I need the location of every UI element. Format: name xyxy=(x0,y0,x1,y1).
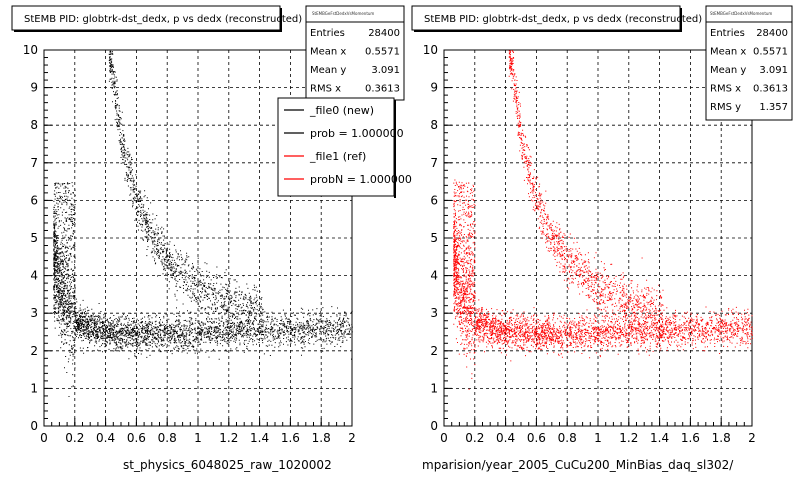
stats-label: RMS x xyxy=(310,84,341,95)
left-title-box xyxy=(11,5,281,31)
stats-value: 3.091 xyxy=(371,65,400,76)
x-tick-label: 2 xyxy=(348,431,356,445)
left-legend-shadow xyxy=(394,100,396,198)
y-tick-label: 6 xyxy=(430,193,438,207)
y-tick-label: 2 xyxy=(30,344,38,358)
right-title-shadow-side xyxy=(680,8,682,32)
x-tick-label: 0.4 xyxy=(496,431,515,445)
legend-label: probN = 1.000000 xyxy=(310,173,412,186)
x-tick-label: 1.8 xyxy=(712,431,731,445)
x-tick-label: 0.4 xyxy=(96,431,115,445)
stats-value: 28400 xyxy=(368,28,400,39)
y-tick-label: 0 xyxy=(430,419,438,433)
x-tick-label: 1.4 xyxy=(650,431,669,445)
stats-value: 0.5571 xyxy=(365,47,400,58)
stats-label: Mean y xyxy=(310,65,346,76)
y-tick-label: 0 xyxy=(30,419,38,433)
stats-value: 1.357 xyxy=(759,102,788,113)
x-tick-label: 1 xyxy=(194,431,202,445)
x-tick-label: 0.6 xyxy=(127,431,146,445)
x-tick-label: 0.8 xyxy=(158,431,177,445)
y-tick-label: 2 xyxy=(430,344,438,358)
left-stats-header: StEMBGeFstDedxVsMomentum xyxy=(312,11,374,16)
legend-label: _file0 (new) xyxy=(309,104,374,117)
x-tick-label: 0.6 xyxy=(527,431,546,445)
y-tick-label: 10 xyxy=(423,43,438,57)
y-tick-label: 1 xyxy=(30,381,38,395)
right-grid xyxy=(444,50,752,426)
stats-label: Entries xyxy=(310,28,345,39)
right-stats-rows: Entries 28400 Mean x 0.5571 Mean y 3.091 RMS x… xyxy=(710,28,788,113)
y-tick-label: 5 xyxy=(30,231,38,245)
y-tick-label: 8 xyxy=(30,118,38,132)
y-tick-label: 4 xyxy=(430,269,438,283)
y-tick-label: 7 xyxy=(30,156,38,170)
right-histogram-panel: 0 0.2 0.4 0.6 0.8 1 1.2 1.4 1.6 1.8 2012345678910 … xyxy=(411,5,793,472)
x-tick-label: 0 xyxy=(40,431,48,445)
left-title-shadow-side xyxy=(280,8,282,32)
stats-label: Entries xyxy=(710,28,745,39)
y-tick-label: 3 xyxy=(30,306,38,320)
left-histogram-panel: 0 0.2 0.4 0.6 0.8 1 1.2 1.4 1.6 1.8 2012345678910 … xyxy=(11,5,412,472)
stats-value: 0.5571 xyxy=(753,47,788,58)
right-x-axis-title: mparision/year_2005_CuCu200_MinBias_daq_… xyxy=(422,458,734,472)
left-title: StEMB PID: globtrk-dst_dedx, p vs dedx (… xyxy=(24,14,302,25)
right-stats-header: StEMBGeFstDedxVsMomentum xyxy=(710,11,772,16)
left-x-axis-title: st_physics_6048025_raw_1020002 xyxy=(123,458,332,472)
stats-value: 0.3613 xyxy=(365,84,400,95)
stats-label: Mean x xyxy=(310,47,346,58)
stats-label: RMS y xyxy=(710,102,741,113)
y-tick-label: 3 xyxy=(430,306,438,320)
left-legend-box xyxy=(277,97,395,197)
x-tick-label: 1.4 xyxy=(250,431,269,445)
y-tick-label: 9 xyxy=(430,81,438,95)
x-tick-label: 2 xyxy=(748,431,756,445)
x-tick-label: 0.8 xyxy=(558,431,577,445)
x-tick-label: 1.6 xyxy=(281,431,300,445)
right-title-shadow xyxy=(414,30,682,32)
y-tick-label: 1 xyxy=(430,381,438,395)
x-tick-label: 1.2 xyxy=(619,431,638,445)
right-axis-ticks: 0 0.2 0.4 0.6 0.8 1 1.2 1.4 1.6 1.8 2 0 1 2 3 4 5 6 7 8 9 10 xyxy=(423,43,756,445)
y-tick-label: 5 xyxy=(430,231,438,245)
stats-value: 3.091 xyxy=(759,65,788,76)
right-title: StEMB PID: globtrk-dst_dedx, p vs dedx (… xyxy=(424,14,702,25)
legend-label: _file1 (ref) xyxy=(309,150,366,163)
stats-value: 28400 xyxy=(756,28,788,39)
legend-label: prob = 1.000000 xyxy=(310,127,404,140)
stats-label: Mean x xyxy=(710,47,746,58)
y-tick-label: 10 xyxy=(23,43,38,57)
y-tick-label: 7 xyxy=(430,156,438,170)
y-tick-label: 8 xyxy=(430,118,438,132)
x-tick-label: 1.6 xyxy=(681,431,700,445)
stats-label: Mean y xyxy=(710,65,746,76)
stats-value: 0.3613 xyxy=(753,84,788,95)
y-tick-label: 6 xyxy=(30,193,38,207)
x-tick-label: 0.2 xyxy=(465,431,484,445)
x-tick-label: 1.2 xyxy=(219,431,238,445)
left-axis-ticks: 0 0.2 0.4 0.6 0.8 1 1.2 1.4 1.6 1.8 2 0 1 2 3 4 5 6 7 8 9 10 xyxy=(23,43,356,445)
left-legend-entries: _file0 (new) prob = 1.000000 _file1 (ref) p… xyxy=(284,104,412,186)
x-tick-label: 0 xyxy=(440,431,448,445)
y-tick-label: 4 xyxy=(30,269,38,283)
x-tick-label: 0.2 xyxy=(65,431,84,445)
left-title-shadow xyxy=(14,30,282,32)
left-stats-rows: Entries 28400 Mean x 0.5571 Mean y 3.091 RMS x… xyxy=(310,28,400,95)
right-stats-box xyxy=(705,5,793,121)
y-tick-label: 9 xyxy=(30,81,38,95)
stats-label: RMS x xyxy=(710,84,741,95)
x-tick-label: 1 xyxy=(594,431,602,445)
x-tick-label: 1.8 xyxy=(312,431,331,445)
